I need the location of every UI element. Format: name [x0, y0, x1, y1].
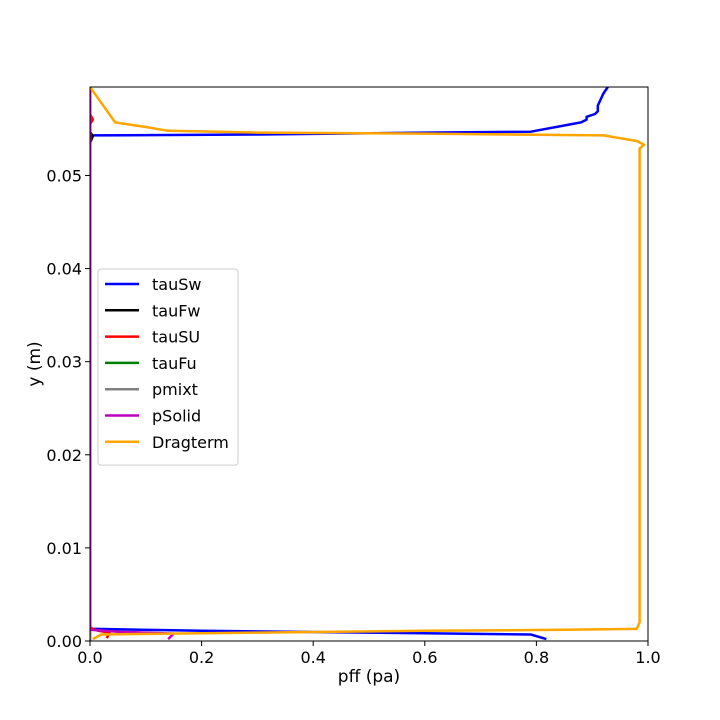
legend-label-tausw: tauSw: [152, 275, 201, 294]
y-tick-label: 0.00: [46, 632, 82, 651]
x-tick-label: 0.6: [412, 648, 437, 667]
y-tick-label: 0.03: [46, 353, 82, 372]
legend-label-taufu: tauFu: [152, 354, 197, 373]
x-axis: 0.0 0.2 0.4 0.6 0.8 1.0: [77, 641, 661, 667]
plot-frame: [89, 86, 649, 642]
y-axis-label: y (m): [25, 341, 45, 386]
x-tick-label: 0.8: [524, 648, 549, 667]
x-tick-label: 0.2: [189, 648, 214, 667]
y-tick-label: 0.05: [46, 166, 82, 185]
y-axis: 0.00 0.01 0.02 0.03 0.04 0.05: [46, 166, 90, 651]
series-line-tausw: [90, 87, 609, 641]
series-line-taufw: [90, 87, 95, 629]
legend-label-tausu: tauSU: [152, 328, 200, 347]
x-tick-label: 0.4: [300, 648, 325, 667]
y-tick-label: 0.01: [46, 539, 82, 558]
legend-label-taufw: tauFw: [152, 301, 201, 320]
x-tick-label: 0.0: [77, 648, 102, 667]
y-tick-label: 0.02: [46, 446, 82, 465]
series-line-psolid: [90, 87, 175, 640]
y-tick-label: 0.04: [46, 260, 82, 279]
x-axis-label: pff (pa): [338, 667, 400, 687]
series-layer: [90, 87, 646, 641]
legend-label-pmixt: pmixt: [152, 380, 198, 399]
x-tick-label: 1.0: [635, 648, 660, 667]
legend-label-dragterm: Dragterm: [152, 433, 229, 452]
series-line-tausu: [90, 113, 111, 639]
series-line-dragterm: [90, 87, 646, 641]
legend-label-psolid: pSolid: [152, 407, 201, 426]
legend: tauSw tauFw tauSU tauFu pmixt pSolid Dragterm: [97, 268, 239, 466]
